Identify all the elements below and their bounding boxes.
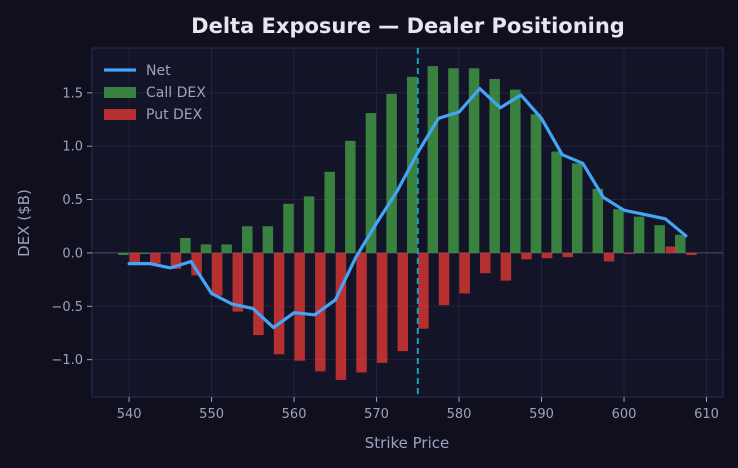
x-tick-label: 590 — [529, 407, 554, 422]
call-dex-bar — [613, 209, 624, 253]
put-dex-bar — [665, 246, 677, 253]
put-dex-bar — [541, 252, 553, 259]
y-tick-label: 0.0 — [62, 246, 83, 261]
x-tick-label: 550 — [199, 407, 224, 422]
legend: Net Call DEX Put DEX — [104, 63, 206, 123]
put-dex-bar — [480, 252, 491, 274]
x-tick-label: 540 — [117, 407, 142, 422]
call-dex-bar — [386, 93, 397, 253]
x-tick-label: 600 — [612, 407, 637, 422]
call-dex-bar — [489, 78, 500, 253]
y-tick-label: 1.5 — [62, 86, 83, 101]
put-dex-bar — [129, 252, 140, 264]
legend-swatch-call — [104, 87, 136, 98]
legend-swatch-put — [104, 109, 136, 120]
put-dex-bar — [150, 252, 161, 264]
chart-title: Delta Exposure — Dealer Positioning — [191, 14, 625, 38]
call-dex-bar — [510, 89, 521, 253]
call-dex-bar — [675, 234, 686, 253]
call-dex-bar — [283, 203, 294, 253]
put-dex-bar — [603, 252, 615, 262]
legend-label: Call DEX — [146, 85, 206, 101]
y-axis-label: DEX ($B) — [15, 189, 33, 257]
put-dex-bar — [521, 252, 532, 260]
call-dex-bar — [118, 252, 129, 256]
call-dex-bar — [592, 188, 604, 253]
call-dex-bar — [180, 237, 191, 253]
put-dex-bar — [438, 252, 450, 306]
put-dex-bar — [376, 252, 388, 363]
call-dex-bar — [654, 225, 665, 253]
call-dex-bar — [365, 113, 377, 253]
call-dex-bar — [262, 226, 274, 253]
bars — [118, 66, 697, 380]
x-axis-label: Strike Price — [365, 434, 449, 452]
put-dex-bar — [356, 252, 367, 373]
put-dex-bar — [500, 252, 512, 281]
put-dex-bar — [253, 252, 264, 336]
put-dex-bar — [211, 252, 223, 296]
put-dex-bar — [232, 252, 244, 312]
y-tick-label: −0.5 — [51, 300, 83, 315]
call-dex-bar — [241, 226, 253, 253]
y-tick-label: 0.5 — [62, 193, 83, 208]
put-dex-bar — [191, 252, 202, 276]
put-dex-bar — [459, 252, 470, 294]
call-dex-bar — [221, 244, 232, 253]
call-dex-bar — [427, 66, 439, 253]
x-tick-label: 560 — [282, 407, 307, 422]
call-dex-bar — [303, 196, 315, 253]
net-line-layer — [127, 86, 688, 330]
put-dex-bar — [273, 252, 285, 355]
put-dex-bar — [397, 252, 409, 352]
put-dex-bar — [170, 252, 182, 269]
call-dex-bar — [468, 68, 480, 253]
call-dex-bar — [448, 68, 459, 253]
axis-ticks: 540 550 560 570 580 590 600 610 −1.0 −0.5 0.0 0.5 1.… — [51, 86, 718, 422]
x-tick-label: 580 — [447, 407, 472, 422]
put-dex-bar — [562, 252, 574, 258]
x-tick-label: 570 — [364, 407, 389, 422]
net-dex-line — [127, 86, 688, 330]
call-dex-bar — [138, 252, 150, 254]
call-dex-bar — [200, 244, 212, 253]
put-dex-bar — [294, 252, 305, 361]
x-tick-label: 610 — [694, 407, 719, 422]
y-tick-label: −1.0 — [51, 353, 83, 368]
legend-label: Net — [146, 63, 171, 79]
put-dex-bar — [624, 252, 635, 254]
put-dex-bar — [335, 252, 347, 380]
call-dex-bar — [324, 171, 335, 253]
call-dex-bar — [633, 216, 645, 253]
call-dex-bar — [551, 151, 562, 253]
put-dex-bar — [686, 252, 697, 256]
call-dex-bar — [530, 114, 542, 253]
y-tick-label: 1.0 — [62, 140, 83, 155]
call-dex-bar — [571, 163, 583, 253]
call-dex-bar — [345, 140, 356, 253]
put-dex-bar — [418, 252, 429, 329]
legend-label: Put DEX — [146, 107, 203, 123]
